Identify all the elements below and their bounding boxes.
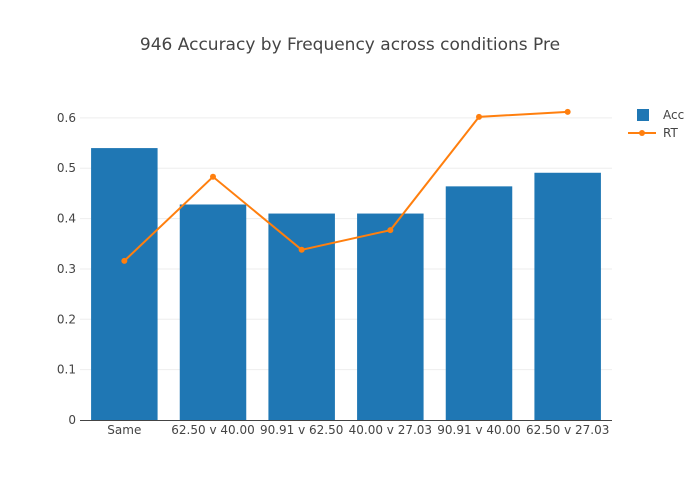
line-point [210,173,216,180]
y-tick-label: 0.5 [57,161,76,175]
line-path [123,110,568,262]
y-tick-label: 0.1 [57,363,76,377]
x-tick-label: 90.91 v 62.50 [260,423,343,437]
legend-swatch-marker [639,130,645,136]
legend: Acc RT [628,108,684,140]
y-tick-label: 0 [68,413,76,427]
y-tick-label: 0.4 [57,212,76,226]
line-point [121,257,128,264]
line-series [121,108,571,264]
bar [179,204,247,420]
y-tick-label: 0.6 [57,111,76,125]
bar [357,213,424,420]
x-tick-label: 62.50 v 40.00 [171,423,254,437]
y-tick-label: 0.3 [57,262,76,276]
line-point [298,246,305,253]
axes: 0 0.1 0.2 0.3 0.4 0.5 0.6 Same 62.50 v 40.00 90.9… [57,111,612,437]
line-point [564,108,571,115]
legend-swatch-bar [637,109,649,121]
legend-label: Acc [663,108,684,122]
legend-label: RT [663,126,678,140]
chart-title: 946 Accuracy by Frequency across conditi… [140,35,560,55]
bar [445,186,513,420]
line-point [387,227,394,234]
y-tick-label: 0.2 [57,312,76,326]
x-tick-label: 90.91 v 40.00 [437,423,520,437]
gridlines [80,117,612,371]
bar [534,172,601,420]
bar [91,148,158,420]
bar-series [91,148,601,420]
x-tick-label: 62.50 v 27.03 [526,423,609,437]
x-tick-label: 40.00 v 27.03 [349,423,432,437]
line-point [476,113,482,120]
x-tick-label: Same [107,423,141,437]
